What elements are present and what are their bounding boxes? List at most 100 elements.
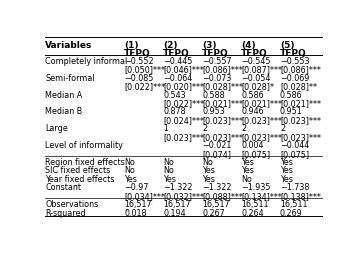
Text: Yes: Yes: [202, 175, 215, 184]
Text: Median A: Median A: [46, 91, 83, 100]
Text: 0.946: 0.946: [241, 108, 264, 116]
Text: 16,511: 16,511: [241, 200, 269, 209]
Text: 0.018: 0.018: [124, 209, 147, 218]
Text: SIC fixed effects: SIC fixed effects: [46, 167, 111, 175]
Text: 0.588: 0.588: [202, 91, 225, 100]
Text: 16,517: 16,517: [124, 200, 152, 209]
Text: −0.085: −0.085: [124, 74, 154, 83]
Text: 0.267: 0.267: [202, 209, 225, 218]
Text: [0.022]***: [0.022]***: [124, 82, 165, 91]
Text: −1.738: −1.738: [280, 183, 309, 192]
Text: No: No: [202, 158, 213, 167]
Text: 2: 2: [202, 124, 207, 133]
Text: R-squared: R-squared: [46, 209, 86, 218]
Text: TFPQ: TFPQ: [124, 49, 151, 58]
Text: −0.054: −0.054: [241, 74, 270, 83]
Text: No: No: [163, 167, 174, 175]
Text: Year fixed effects: Year fixed effects: [46, 175, 115, 184]
Text: Level of informality: Level of informality: [46, 141, 123, 150]
Text: [0.024]***: [0.024]***: [163, 116, 204, 125]
Text: [0.032]***: [0.032]***: [163, 192, 204, 201]
Text: 1: 1: [163, 124, 168, 133]
Text: Yes: Yes: [163, 175, 176, 184]
Text: (3): (3): [202, 41, 216, 50]
Text: Median B: Median B: [46, 108, 83, 116]
Text: Semi-formal: Semi-formal: [46, 74, 95, 83]
Text: [0.028]**: [0.028]**: [280, 82, 317, 91]
Text: No: No: [241, 175, 252, 184]
Text: [0.021]***: [0.021]***: [202, 99, 243, 108]
Text: [0.086]***: [0.086]***: [280, 65, 321, 74]
Text: [0.088]***: [0.088]***: [202, 192, 243, 201]
Text: −1.322: −1.322: [202, 183, 232, 192]
Text: 16,517: 16,517: [202, 200, 230, 209]
Text: [0.087]***: [0.087]***: [241, 65, 282, 74]
Text: [0.023]***: [0.023]***: [280, 133, 321, 142]
Text: 16,511: 16,511: [280, 200, 307, 209]
Text: [0.023]***: [0.023]***: [280, 116, 321, 125]
Text: [0.134]***: [0.134]***: [241, 192, 282, 201]
Text: −1.935: −1.935: [241, 183, 271, 192]
Text: [0.075]: [0.075]: [280, 150, 309, 159]
Text: [0.023]***: [0.023]***: [241, 133, 282, 142]
Text: [0.028]*: [0.028]*: [241, 82, 274, 91]
Text: Observations: Observations: [46, 200, 99, 209]
Text: −0.073: −0.073: [202, 74, 232, 83]
Text: Yes: Yes: [241, 158, 254, 167]
Text: 2: 2: [280, 124, 285, 133]
Text: [0.074]: [0.074]: [202, 150, 231, 159]
Text: 0.878: 0.878: [163, 108, 186, 116]
Text: −0.021: −0.021: [202, 141, 232, 150]
Text: TFPQ: TFPQ: [241, 49, 268, 58]
Text: [0.022]***: [0.022]***: [163, 99, 204, 108]
Text: [0.023]***: [0.023]***: [202, 133, 243, 142]
Text: Yes: Yes: [124, 175, 137, 184]
Text: 0.004: 0.004: [241, 141, 264, 150]
Text: (1): (1): [124, 41, 139, 50]
Text: 0.586: 0.586: [241, 91, 264, 100]
Text: 0.269: 0.269: [280, 209, 303, 218]
Text: Variables: Variables: [46, 41, 93, 50]
Text: [0.050]***: [0.050]***: [124, 65, 165, 74]
Text: [0.023]***: [0.023]***: [163, 133, 204, 142]
Text: Constant: Constant: [46, 183, 81, 192]
Text: No: No: [124, 158, 135, 167]
Text: −0.552: −0.552: [124, 57, 154, 66]
Text: [0.021]***: [0.021]***: [241, 99, 282, 108]
Text: −0.557: −0.557: [202, 57, 232, 66]
Text: Yes: Yes: [280, 175, 293, 184]
Text: No: No: [124, 167, 135, 175]
Text: −0.044: −0.044: [280, 141, 309, 150]
Text: −0.445: −0.445: [163, 57, 192, 66]
Text: −0.97: −0.97: [124, 183, 149, 192]
Text: [0.020]***: [0.020]***: [163, 82, 204, 91]
Text: −1.322: −1.322: [163, 183, 193, 192]
Text: Region fixed effects: Region fixed effects: [46, 158, 125, 167]
Text: [0.021]***: [0.021]***: [280, 99, 321, 108]
Text: [0.023]***: [0.023]***: [202, 116, 243, 125]
Text: Yes: Yes: [280, 158, 293, 167]
Text: [0.028]***: [0.028]***: [202, 82, 243, 91]
Text: 0.953: 0.953: [202, 108, 225, 116]
Text: TFPQ: TFPQ: [202, 49, 229, 58]
Text: [0.086]***: [0.086]***: [202, 65, 243, 74]
Text: (5): (5): [280, 41, 294, 50]
Text: −0.553: −0.553: [280, 57, 309, 66]
Text: −0.545: −0.545: [241, 57, 271, 66]
Text: No: No: [163, 158, 174, 167]
Text: Yes: Yes: [280, 167, 293, 175]
Text: 0.194: 0.194: [163, 209, 186, 218]
Text: TFPQ: TFPQ: [280, 49, 307, 58]
Text: Completely informal: Completely informal: [46, 57, 128, 66]
Text: Yes: Yes: [202, 167, 215, 175]
Text: TFPQ: TFPQ: [163, 49, 190, 58]
Text: 16,517: 16,517: [163, 200, 191, 209]
Text: [0.046]***: [0.046]***: [163, 65, 204, 74]
Text: −0.064: −0.064: [163, 74, 192, 83]
Text: 0.586: 0.586: [280, 91, 303, 100]
Text: Yes: Yes: [241, 167, 254, 175]
Text: 2: 2: [241, 124, 246, 133]
Text: [0.034]***: [0.034]***: [124, 192, 165, 201]
Text: (2): (2): [163, 41, 178, 50]
Text: [0.023]***: [0.023]***: [241, 116, 282, 125]
